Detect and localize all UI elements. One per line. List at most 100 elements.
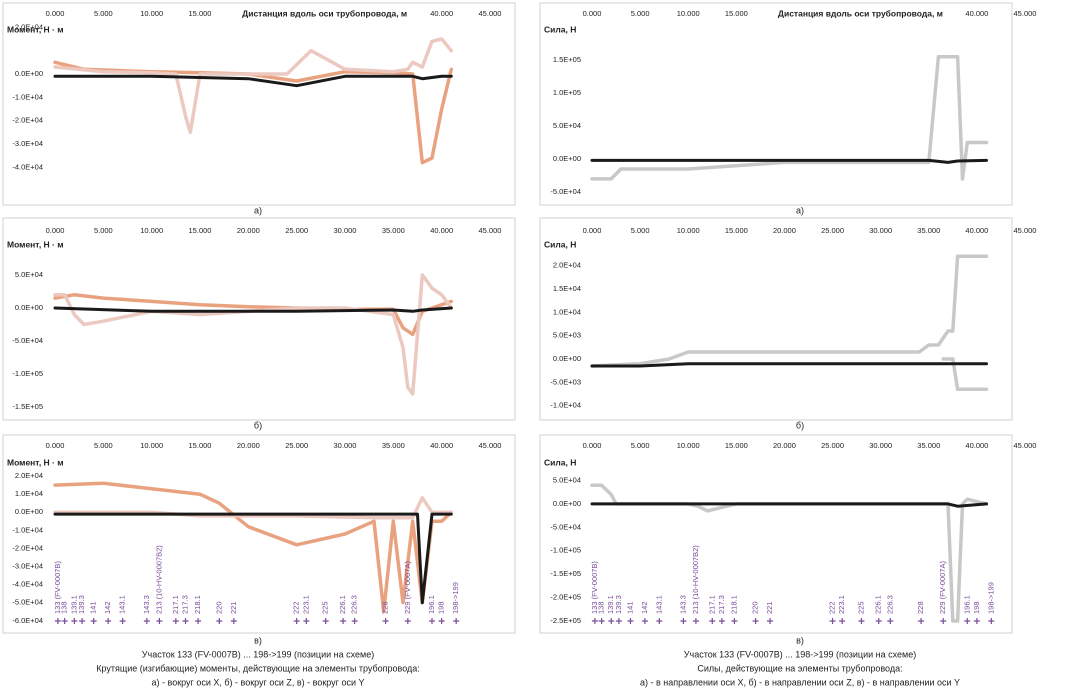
position-label: 198->199 bbox=[451, 582, 460, 614]
y-axis-title: Момент, Н · м bbox=[7, 457, 64, 467]
position-mark bbox=[709, 618, 716, 624]
y-tick-label: 5.0E+04 bbox=[553, 121, 581, 130]
position-mark bbox=[829, 618, 836, 624]
y-tick-label: 1.0E+04 bbox=[553, 307, 581, 316]
x-tick-label: 5.000 bbox=[94, 226, 113, 235]
position-mark bbox=[293, 618, 300, 624]
series-line bbox=[53, 37, 454, 135]
position-mark bbox=[858, 618, 865, 624]
y-tick-label: -3.0E+04 bbox=[12, 139, 43, 148]
y-tick-label: 5.0E+04 bbox=[553, 475, 581, 484]
position-mark bbox=[940, 618, 947, 624]
position-label: 220 bbox=[751, 601, 760, 614]
y-tick-label: -5.0E+04 bbox=[12, 598, 43, 607]
position-label: 138 bbox=[60, 601, 69, 614]
footer-line: Участок 133 (FV-0007B) ... 198->199 (поз… bbox=[142, 649, 374, 659]
x-tick-label: 0.000 bbox=[46, 441, 65, 450]
title-bg bbox=[768, 7, 953, 21]
x-tick-label: 15.000 bbox=[189, 9, 212, 18]
x-tick-label: 30.000 bbox=[869, 226, 892, 235]
position-mark bbox=[918, 618, 925, 624]
position-mark bbox=[767, 618, 774, 624]
y-tick-label: 1.0E+05 bbox=[553, 88, 581, 97]
position-mark bbox=[615, 618, 622, 624]
position-mark bbox=[182, 618, 189, 624]
position-mark bbox=[598, 618, 605, 624]
position-mark bbox=[656, 618, 663, 624]
panel-caption: б) bbox=[796, 420, 804, 430]
x-tick-label: 10.000 bbox=[677, 9, 700, 18]
x-tick-label: 35.000 bbox=[917, 441, 940, 450]
position-label: 229 (FV-0007A) bbox=[403, 561, 412, 614]
x-tick-label: 40.000 bbox=[430, 9, 453, 18]
x-tick-label: 10.000 bbox=[140, 441, 163, 450]
position-mark bbox=[680, 618, 687, 624]
position-label: 143.3 bbox=[678, 595, 687, 614]
position-label: 143.3 bbox=[142, 595, 151, 614]
position-mark bbox=[156, 618, 163, 624]
y-tick-label: 1.5E+04 bbox=[553, 284, 581, 293]
position-mark bbox=[692, 618, 699, 624]
y-tick-label: 1.5E+05 bbox=[553, 55, 581, 64]
x-tick-label: 30.000 bbox=[334, 226, 357, 235]
position-label: 139.3 bbox=[77, 595, 86, 614]
y-axis-title: Момент, Н · м bbox=[7, 24, 64, 34]
y-axis-title: Момент, Н · м bbox=[7, 239, 64, 249]
position-label: 226.1 bbox=[338, 595, 347, 614]
position-label: 133 (FV-0007B) bbox=[53, 561, 62, 614]
position-label: 139.3 bbox=[614, 595, 623, 614]
position-label: 217.3 bbox=[180, 595, 189, 614]
x-tick-label: 5.000 bbox=[631, 226, 650, 235]
x-tick-label: 20.000 bbox=[237, 441, 260, 450]
position-mark bbox=[718, 618, 725, 624]
y-tick-label: -1.0E+04 bbox=[12, 525, 43, 534]
position-label: 142 bbox=[640, 601, 649, 614]
position-label: 139.1 bbox=[606, 595, 615, 614]
position-mark bbox=[382, 618, 389, 624]
y-tick-label: -5.0E+03 bbox=[550, 377, 581, 386]
position-mark bbox=[627, 618, 634, 624]
x-tick-label: 25.000 bbox=[821, 226, 844, 235]
x-tick-label: 30.000 bbox=[334, 441, 357, 450]
x-tick-label: 30.000 bbox=[869, 441, 892, 450]
y-tick-label: -6.0E+04 bbox=[12, 616, 43, 625]
y-tick-label: 0.0E+00 bbox=[553, 154, 581, 163]
y-tick-label: -2.5E+05 bbox=[550, 616, 581, 625]
x-tick-label: 5.000 bbox=[94, 9, 113, 18]
position-mark bbox=[731, 618, 738, 624]
x-tick-label: 40.000 bbox=[430, 441, 453, 450]
y-tick-label: -4.0E+04 bbox=[12, 580, 43, 589]
position-label: 225 bbox=[321, 601, 330, 614]
position-mark bbox=[230, 618, 237, 624]
position-mark bbox=[322, 618, 329, 624]
x-axis-title: Дистанция вдоль оси трубопровода, м bbox=[778, 8, 943, 18]
position-mark bbox=[54, 618, 61, 624]
x-tick-label: 10.000 bbox=[677, 226, 700, 235]
position-label: 226.3 bbox=[885, 595, 894, 614]
position-label: 141 bbox=[625, 601, 634, 614]
panel-caption: а) bbox=[254, 205, 262, 215]
y-tick-label: -5.0E+04 bbox=[12, 336, 43, 345]
y-tick-label: 0.0E+00 bbox=[15, 507, 43, 516]
position-mark bbox=[875, 618, 882, 624]
y-tick-label: 5.0E+03 bbox=[553, 331, 581, 340]
position-label: 133 (FV-0007B) bbox=[590, 561, 599, 614]
y-tick-label: -3.0E+04 bbox=[12, 561, 43, 570]
position-mark bbox=[61, 618, 68, 624]
y-tick-label: 2.0E+04 bbox=[553, 261, 581, 270]
series-line bbox=[53, 306, 453, 313]
x-tick-label: 15.000 bbox=[189, 226, 212, 235]
title-bg bbox=[232, 7, 417, 21]
position-label: 198->199 bbox=[986, 582, 995, 614]
x-tick-label: 40.000 bbox=[965, 9, 988, 18]
x-tick-label: 15.000 bbox=[725, 441, 748, 450]
panel-caption: а) bbox=[796, 205, 804, 215]
x-tick-label: 10.000 bbox=[677, 441, 700, 450]
position-mark bbox=[839, 618, 846, 624]
footer-line: Крутящие (изгибающие) моменты, действующ… bbox=[96, 663, 420, 673]
position-mark bbox=[453, 618, 460, 624]
position-mark bbox=[195, 618, 202, 624]
x-tick-label: 45.000 bbox=[1014, 226, 1037, 235]
series-line bbox=[53, 74, 453, 88]
